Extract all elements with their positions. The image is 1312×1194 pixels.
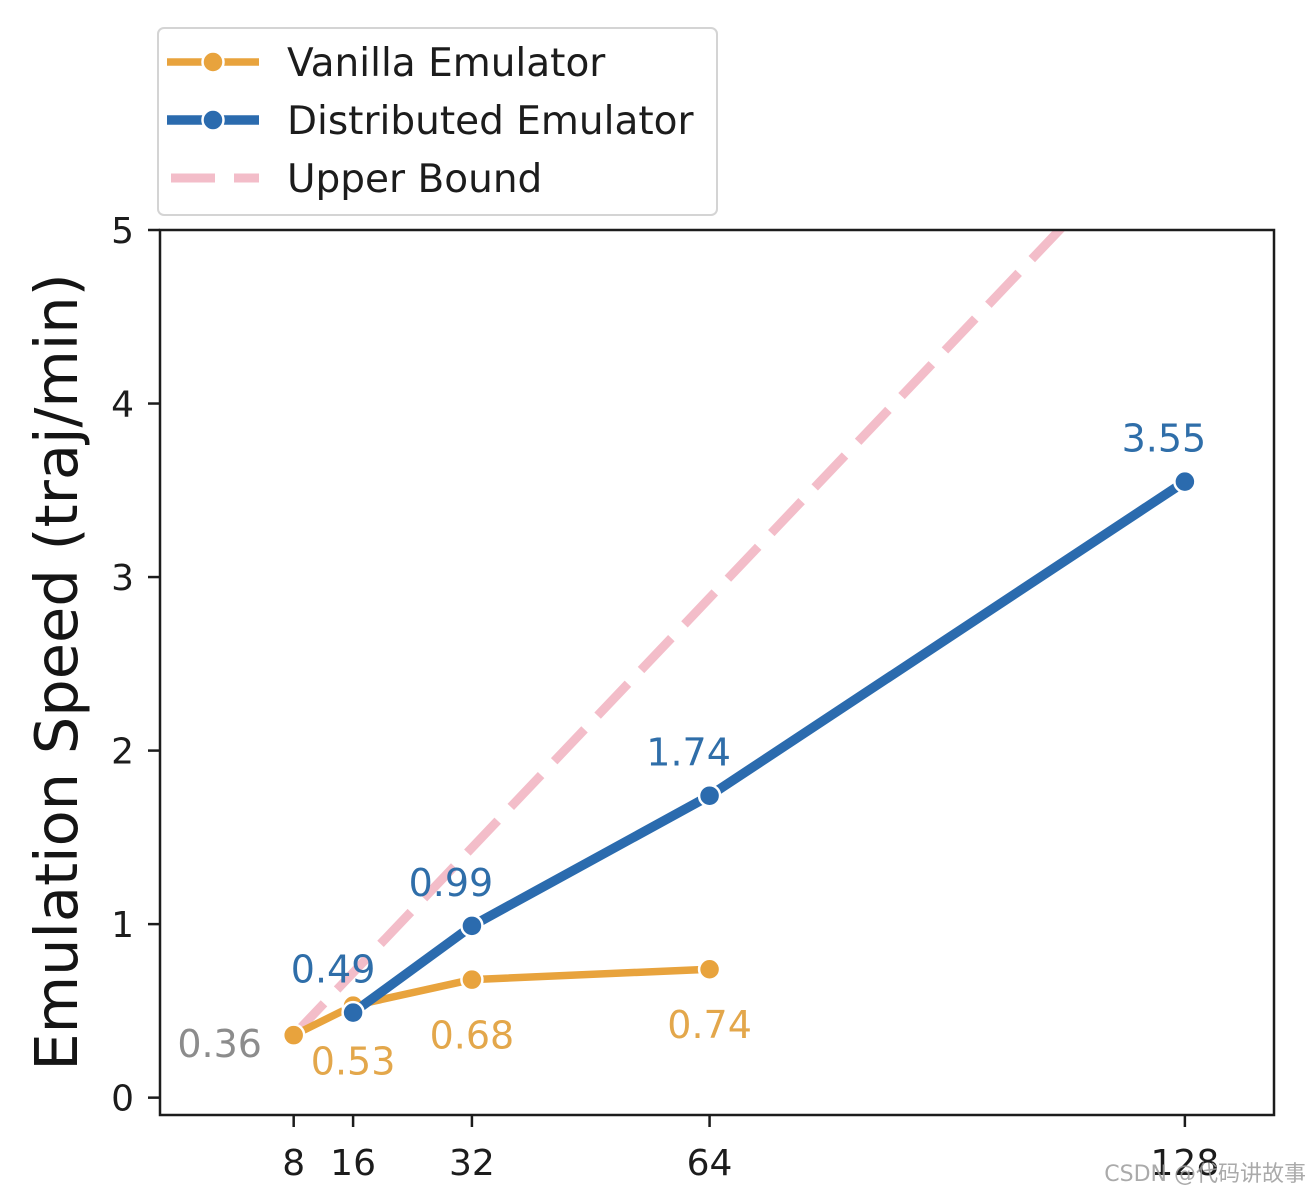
legend-swatch-marker bbox=[201, 108, 225, 132]
legend-frame bbox=[157, 27, 718, 216]
legend-label: Distributed Emulator bbox=[287, 99, 694, 144]
plot-area bbox=[281, 230, 1197, 1047]
data-point-marker-vanilla-emulator bbox=[697, 957, 722, 981]
data-point-marker-distributed-emulator bbox=[341, 1000, 365, 1025]
data-label-vanilla-emulator: 0.74 bbox=[667, 1003, 752, 1047]
axes-frame bbox=[158, 228, 1276, 1117]
data-label-distributed-emulator: 0.99 bbox=[409, 861, 494, 905]
x-tick-label: 32 bbox=[449, 1143, 495, 1184]
data-label-vanilla-emulator: 0.36 bbox=[177, 1022, 262, 1066]
data-point-marker-distributed-emulator bbox=[460, 914, 484, 938]
y-axis-label: Emulation Speed (traj/min) bbox=[22, 273, 91, 1070]
data-point-marker-distributed-emulator bbox=[697, 783, 722, 808]
y-tick-label: 5 bbox=[111, 211, 134, 252]
data-label-distributed-emulator: 3.55 bbox=[1122, 417, 1207, 461]
legend-item-vanilla-emulator: Vanilla Emulator bbox=[167, 41, 606, 86]
watermark: CSDN @代码讲故事 bbox=[1104, 1162, 1306, 1187]
y-tick-label: 3 bbox=[111, 558, 134, 599]
series-line-distributed-emulator bbox=[348, 476, 1190, 1018]
data-point-marker-vanilla-emulator bbox=[460, 967, 484, 992]
data-label-vanilla-emulator: 0.68 bbox=[430, 1014, 515, 1058]
series-line-upper-bound bbox=[290, 230, 1066, 1039]
data-labels: 0.36 0.53 0.68 0.74 0.49 0.99 1.74 3.55 bbox=[177, 417, 1206, 1084]
x-tick-label: 16 bbox=[330, 1143, 376, 1184]
y-tick-label: 2 bbox=[111, 732, 134, 773]
data-point-marker-distributed-emulator bbox=[1173, 469, 1197, 494]
x-tick-label: 64 bbox=[687, 1143, 733, 1184]
x-axis: 8 16 32 64 128 bbox=[282, 1115, 1219, 1184]
x-tick-label: 8 bbox=[282, 1143, 305, 1184]
series-line-vanilla-emulator bbox=[289, 965, 714, 1039]
x-tick-label: 128 bbox=[1151, 1143, 1220, 1184]
data-label-distributed-emulator: 0.49 bbox=[291, 948, 376, 992]
legend-item-distributed-emulator: Distributed Emulator bbox=[167, 99, 694, 144]
legend-swatch-marker bbox=[201, 50, 225, 74]
legend-label: Upper Bound bbox=[287, 157, 542, 202]
data-label-vanilla-emulator: 0.53 bbox=[311, 1040, 396, 1084]
legend: Vanilla Emulator Distributed Emulator Up… bbox=[157, 27, 718, 216]
data-label-distributed-emulator: 1.74 bbox=[646, 731, 731, 775]
y-tick-label: 1 bbox=[111, 905, 134, 946]
data-point-marker-vanilla-emulator bbox=[281, 1023, 306, 1047]
y-tick-label: 0 bbox=[111, 1079, 134, 1120]
y-axis: 0 1 2 3 4 5 bbox=[111, 211, 160, 1120]
legend-label: Vanilla Emulator bbox=[287, 41, 606, 86]
legend-item-upper-bound: Upper Bound bbox=[171, 157, 542, 202]
y-tick-label: 4 bbox=[111, 385, 134, 426]
